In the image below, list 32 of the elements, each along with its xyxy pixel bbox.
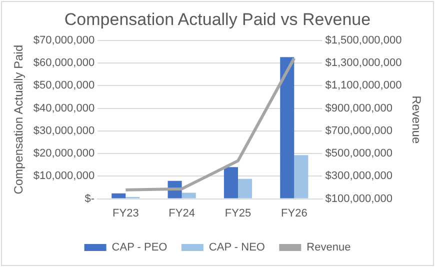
legend-label: Revenue [306,242,351,254]
bar [112,193,126,198]
bar [294,155,308,198]
y2-tick-label: $700,000,000 [325,124,393,137]
x-tick-label: FY25 [224,207,252,220]
bar [238,178,252,198]
legend-label: CAP - NEO [208,242,266,254]
y-tick-label: $20,000,000 [33,148,95,160]
y2-tick-label: $300,000,000 [325,170,393,182]
y-tick-label: $60,000,000 [33,57,95,70]
y-tick-label: $- [84,192,95,205]
y2-axis-title: Revenue [409,96,424,144]
x-tick-label: FY23 [112,207,139,220]
y2-tick-label: $900,000,000 [325,102,393,114]
y2-tick-label: $1,100,000,000 [325,80,402,92]
y-tick-label: $30,000,000 [33,124,95,137]
bar [224,167,238,198]
y-tick-label: $50,000,000 [33,80,95,92]
bar [280,57,294,198]
x-tick-label: FY26 [281,207,308,220]
y2-tick-label: $1,300,000,000 [325,57,402,70]
legend-label: CAP - PEO [112,242,168,254]
x-tick-label: FY24 [168,207,195,220]
y2-tick-label: $100,000,000 [325,192,393,205]
bar [182,192,196,198]
chart-title: Compensation Actually Paid vs Revenue [64,10,371,29]
y-axis-title: Compensation Actually Paid [12,44,26,194]
y2-tick-label: $1,500,000,000 [325,34,402,46]
y-tick-label: $40,000,000 [33,102,95,114]
y-tick-label: $70,000,000 [33,34,95,46]
y-tick-label: $10,000,000 [33,170,95,182]
y2-tick-label: $500,000,000 [325,148,393,160]
